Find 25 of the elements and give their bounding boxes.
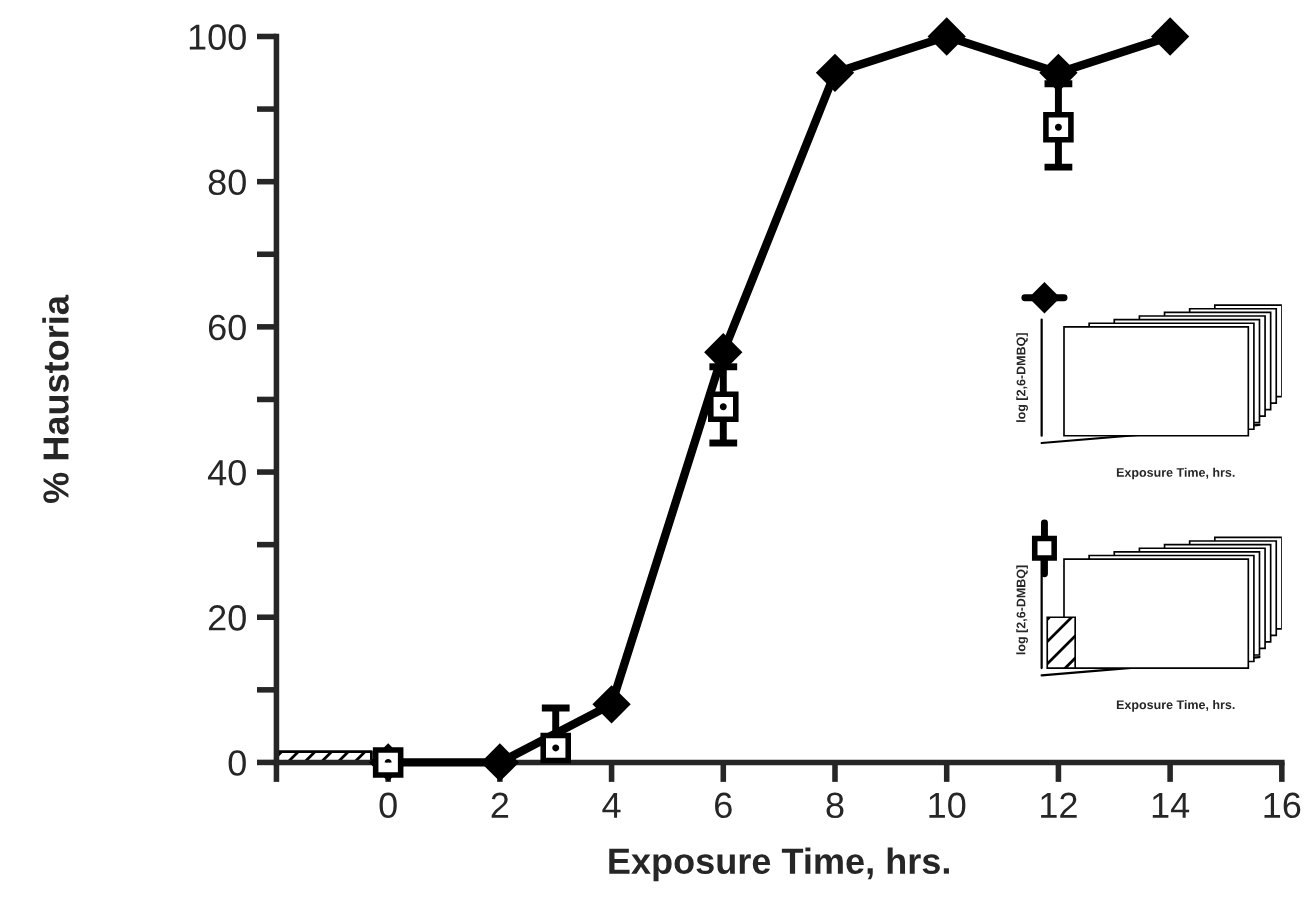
x-tick-label: 16 bbox=[1264, 792, 1301, 819]
x-tick-label: 8 bbox=[826, 792, 844, 819]
y-axis-title: % Haustoria bbox=[42, 294, 69, 503]
y-tick-label: 60 bbox=[208, 314, 246, 341]
y-tick-label: 80 bbox=[208, 169, 246, 196]
point bbox=[1151, 17, 1189, 56]
x-tick-label: 4 bbox=[602, 792, 621, 818]
x-axis-title: Exposure Time, hrs. bbox=[609, 847, 949, 882]
y-tick-label: 100 bbox=[189, 24, 246, 50]
x-tick-label: 0 bbox=[379, 792, 397, 819]
x-tick-label: 6 bbox=[715, 792, 732, 819]
y-tick-label: 40 bbox=[207, 459, 246, 486]
point bbox=[927, 17, 966, 56]
point bbox=[816, 54, 854, 92]
x-tick-label: 10 bbox=[929, 792, 966, 819]
x-tick-label: 14 bbox=[1152, 792, 1190, 818]
y-tick-label: 0 bbox=[228, 750, 246, 776]
point bbox=[540, 732, 571, 764]
point bbox=[708, 391, 739, 422]
x-tick-label: 12 bbox=[1041, 792, 1077, 818]
point bbox=[592, 685, 631, 724]
x-tick-label: 2 bbox=[491, 792, 509, 818]
point bbox=[1043, 111, 1074, 143]
point bbox=[481, 743, 519, 782]
y-tick-label: 20 bbox=[208, 605, 246, 631]
